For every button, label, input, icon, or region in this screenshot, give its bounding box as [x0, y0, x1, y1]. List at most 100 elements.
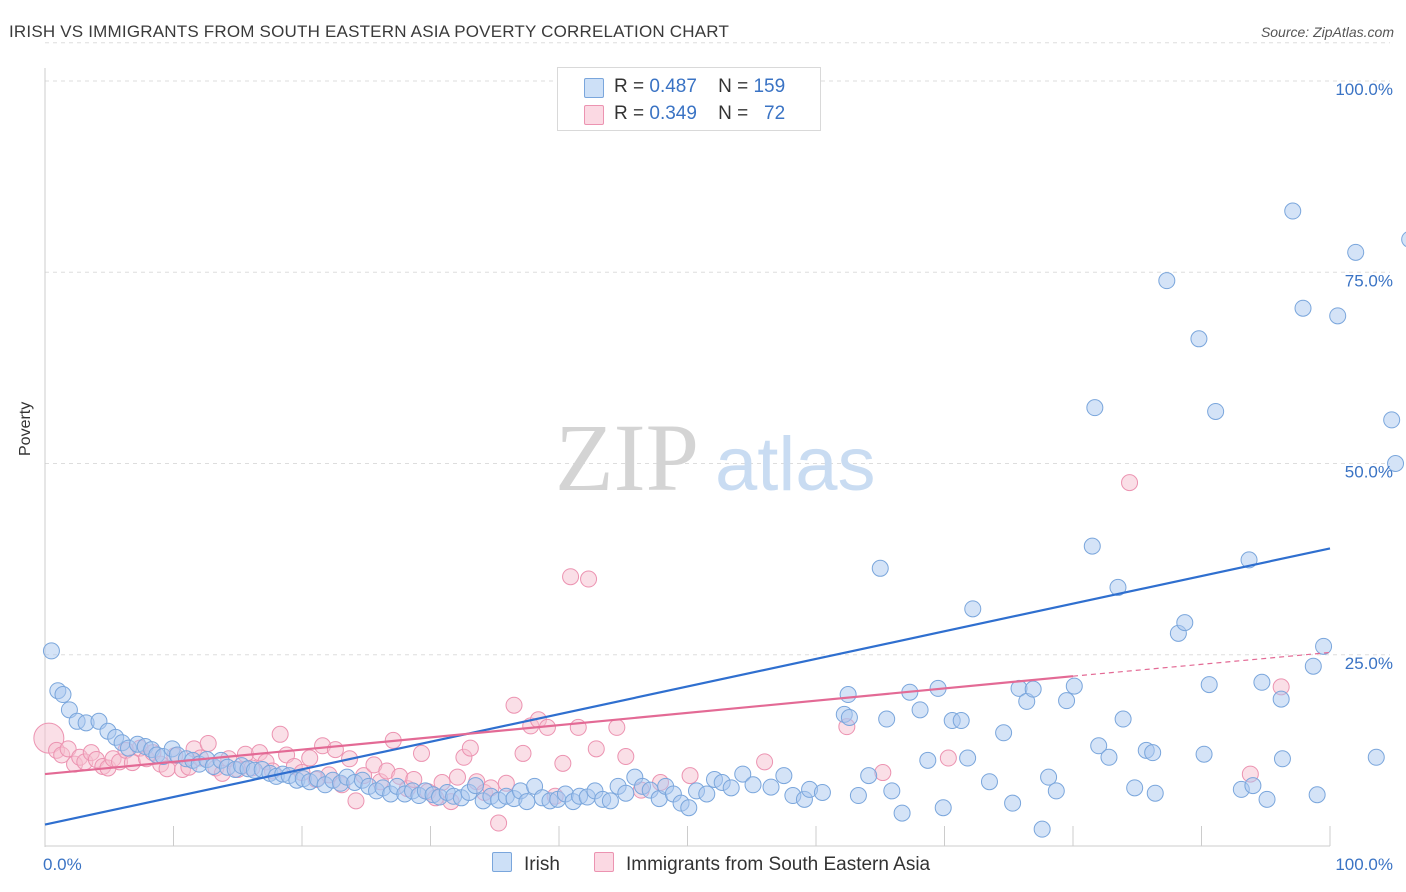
legend-swatch-irish: [584, 78, 604, 98]
irish-point: [1109, 578, 1127, 596]
irish-point: [42, 642, 60, 660]
irish-point: [601, 792, 619, 810]
sea-point: [587, 740, 605, 758]
sea-point: [448, 768, 466, 786]
n-label: N =: [718, 103, 749, 124]
y-tick-label: 75.0%: [1345, 271, 1393, 290]
irish-point: [878, 710, 896, 728]
irish-point: [1244, 777, 1262, 795]
irish-point: [1315, 637, 1333, 655]
irish-point: [1383, 411, 1401, 429]
sea-point: [347, 792, 365, 810]
irish-point: [1040, 768, 1058, 786]
irish-point: [893, 804, 911, 822]
watermark-atlas: atlas: [715, 422, 876, 507]
sea-point: [490, 814, 508, 832]
watermark-zip: ZIP: [555, 404, 699, 511]
irish-point: [952, 712, 970, 730]
irish-point: [911, 701, 929, 719]
legend-label-irish: Irish: [524, 854, 560, 875]
n-value-sea: 72: [764, 103, 786, 124]
irish-point: [722, 779, 740, 797]
irish-point: [1329, 307, 1347, 325]
axes: [44, 68, 1331, 847]
sea-point: [514, 744, 532, 762]
tick-labels: 25.0% 50.0% 75.0% 100.0% 0.0% 100.0%: [43, 80, 1393, 874]
chart-title: IRISH VS IMMIGRANTS FROM SOUTH EASTERN A…: [9, 22, 730, 41]
legend-item-sea: Immigrants from South Eastern Asia: [594, 852, 930, 876]
source-label: Source: ZipAtlas.com: [1260, 24, 1394, 40]
sea-point: [580, 570, 598, 588]
sea-point: [271, 725, 289, 743]
irish-point: [1004, 794, 1022, 812]
irish-point: [1065, 677, 1083, 695]
irish-point: [762, 778, 780, 796]
sea-point: [413, 744, 431, 762]
irish-point: [1086, 399, 1104, 417]
irish-point: [775, 767, 793, 785]
irish-point: [860, 767, 878, 785]
irish-point: [1308, 786, 1326, 804]
irish-point: [959, 749, 977, 767]
sea-point: [617, 747, 635, 765]
irish-point: [934, 799, 952, 817]
irish-point: [1195, 745, 1213, 763]
r-label: R =: [614, 76, 645, 97]
irish-point: [1367, 748, 1385, 766]
sea-point: [562, 568, 580, 586]
irish-point: [54, 686, 72, 704]
trend-line-irish: [44, 547, 1331, 826]
irish-point: [1024, 680, 1042, 698]
legend-swatch-irish: [492, 852, 512, 872]
irish-point: [849, 787, 867, 805]
irish-point: [995, 724, 1013, 742]
x-tick-label: 100.0%: [1335, 855, 1393, 874]
sea-point: [608, 718, 626, 736]
irish-point: [680, 799, 698, 817]
sea-point: [461, 739, 479, 757]
irish-point: [883, 782, 901, 800]
irish-point: [518, 793, 536, 811]
sea-point: [1121, 474, 1139, 492]
sea-point: [199, 734, 217, 752]
irish-point: [744, 776, 762, 794]
sea-point: [681, 767, 699, 785]
x-tick-label: 0.0%: [43, 855, 82, 874]
irish-point: [1158, 272, 1176, 290]
sea-point: [301, 749, 319, 767]
sea-point: [874, 764, 892, 782]
sea-point: [756, 753, 774, 771]
irish-point: [1284, 202, 1302, 220]
irish-point: [1146, 784, 1164, 802]
sea-point: [554, 754, 572, 772]
n-label: N =: [718, 76, 749, 97]
irish-point: [1253, 673, 1271, 691]
legend-swatch-sea: [584, 105, 604, 125]
r-label: R =: [614, 103, 645, 124]
y-tick-label: 25.0%: [1345, 654, 1393, 673]
irish-point: [1114, 710, 1132, 728]
irish-point: [1126, 779, 1144, 797]
legend-swatch-sea: [594, 852, 614, 872]
y-tick-label: 100.0%: [1335, 80, 1393, 99]
n-value-irish: 159: [753, 76, 786, 97]
irish-point: [1200, 676, 1218, 694]
irish-point: [919, 751, 937, 769]
irish-point: [1258, 790, 1276, 808]
irish-point: [1090, 737, 1108, 755]
irish-point: [1273, 750, 1291, 768]
irish-point: [1272, 690, 1290, 708]
sea-point: [59, 740, 77, 758]
correlation-legend: R = 0.487 N = 159 R = 0.349 N = 72: [557, 67, 821, 131]
irish-point: [617, 784, 635, 802]
irish-point: [839, 686, 857, 704]
r-value-sea: 0.349: [649, 103, 697, 124]
sea-point: [505, 696, 523, 714]
watermark: ZIP atlas: [555, 404, 876, 511]
irish-point: [871, 559, 889, 577]
sea-point: [939, 749, 957, 767]
series-sea-points: [33, 474, 1290, 832]
irish-point: [1176, 614, 1194, 632]
sea-point: [123, 754, 141, 772]
